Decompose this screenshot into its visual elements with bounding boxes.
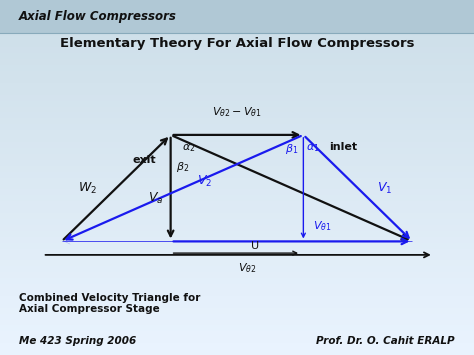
Bar (0, 65, 474, 71)
Bar (0, 83, 474, 89)
Text: $W_2$: $W_2$ (78, 181, 97, 196)
Bar (0, 47, 474, 53)
Bar (0, 77, 474, 83)
Bar (0, 59, 474, 65)
Bar (0, 130, 474, 136)
Bar (0, 148, 474, 154)
Bar (0, 113, 474, 118)
Bar (0, 255, 474, 260)
Bar (0, 302, 474, 308)
Bar (0, 284, 474, 290)
Text: $V_{\theta 2}$: $V_{\theta 2}$ (238, 261, 257, 275)
Text: $V_2$: $V_2$ (197, 174, 212, 189)
Bar (0, 154, 474, 160)
Text: $V_a$: $V_a$ (148, 191, 164, 206)
Bar (0, 118, 474, 124)
Bar (0, 178, 474, 184)
Text: Axial Flow Compressors: Axial Flow Compressors (19, 10, 177, 23)
Bar (0, 124, 474, 130)
Bar (0, 231, 474, 237)
Bar (0, 0, 474, 33)
Bar (0, 166, 474, 171)
Bar (0, 89, 474, 95)
Text: Me 423 Spring 2006: Me 423 Spring 2006 (19, 336, 136, 346)
Bar (0, 272, 474, 278)
Bar (0, 337, 474, 343)
Bar (0, 53, 474, 59)
Bar (0, 320, 474, 326)
Bar (0, 171, 474, 178)
Text: U: U (251, 241, 259, 251)
Bar (0, 71, 474, 77)
Text: $V_1$: $V_1$ (377, 181, 392, 196)
Bar (0, 36, 474, 42)
Bar (0, 42, 474, 47)
Bar (0, 219, 474, 225)
Bar (0, 237, 474, 242)
Bar (0, 260, 474, 266)
Bar (0, 0, 474, 6)
Bar (0, 343, 474, 349)
Bar (0, 326, 474, 331)
Bar (0, 160, 474, 166)
Text: $\beta_2$: $\beta_2$ (176, 160, 190, 174)
Text: exit: exit (133, 155, 156, 165)
Bar (0, 29, 474, 36)
Text: $V_{\theta 2}-V_{\theta 1}$: $V_{\theta 2}-V_{\theta 1}$ (212, 105, 262, 119)
Text: $\alpha_1$: $\alpha_1$ (306, 142, 319, 154)
Bar (0, 136, 474, 142)
Bar (0, 106, 474, 113)
Bar (0, 195, 474, 201)
Text: $\beta_1$: $\beta_1$ (285, 142, 299, 156)
Bar (0, 308, 474, 313)
Text: inlet: inlet (329, 142, 357, 152)
Bar (0, 100, 474, 106)
Bar (0, 189, 474, 195)
Bar (0, 6, 474, 12)
Bar (0, 213, 474, 219)
Text: Prof. Dr. O. Cahit ERALP: Prof. Dr. O. Cahit ERALP (317, 336, 455, 346)
Bar (0, 12, 474, 18)
Bar (0, 142, 474, 148)
Bar (0, 242, 474, 248)
Bar (0, 184, 474, 189)
Text: $\alpha_2$: $\alpha_2$ (182, 142, 196, 154)
Bar (0, 24, 474, 29)
Bar (0, 207, 474, 213)
Bar (0, 266, 474, 272)
Bar (0, 248, 474, 255)
Text: Elementary Theory For Axial Flow Compressors: Elementary Theory For Axial Flow Compres… (60, 37, 414, 50)
Bar (0, 18, 474, 24)
Bar (0, 349, 474, 355)
Bar (0, 225, 474, 231)
Bar (0, 278, 474, 284)
Bar (0, 201, 474, 207)
Bar (0, 296, 474, 302)
Text: $V_{\theta 1}$: $V_{\theta 1}$ (313, 219, 331, 233)
Text: Combined Velocity Triangle for
Axial Compressor Stage: Combined Velocity Triangle for Axial Com… (19, 293, 201, 315)
Bar (0, 331, 474, 337)
Bar (0, 313, 474, 320)
Bar (0, 95, 474, 100)
Bar (0, 290, 474, 296)
